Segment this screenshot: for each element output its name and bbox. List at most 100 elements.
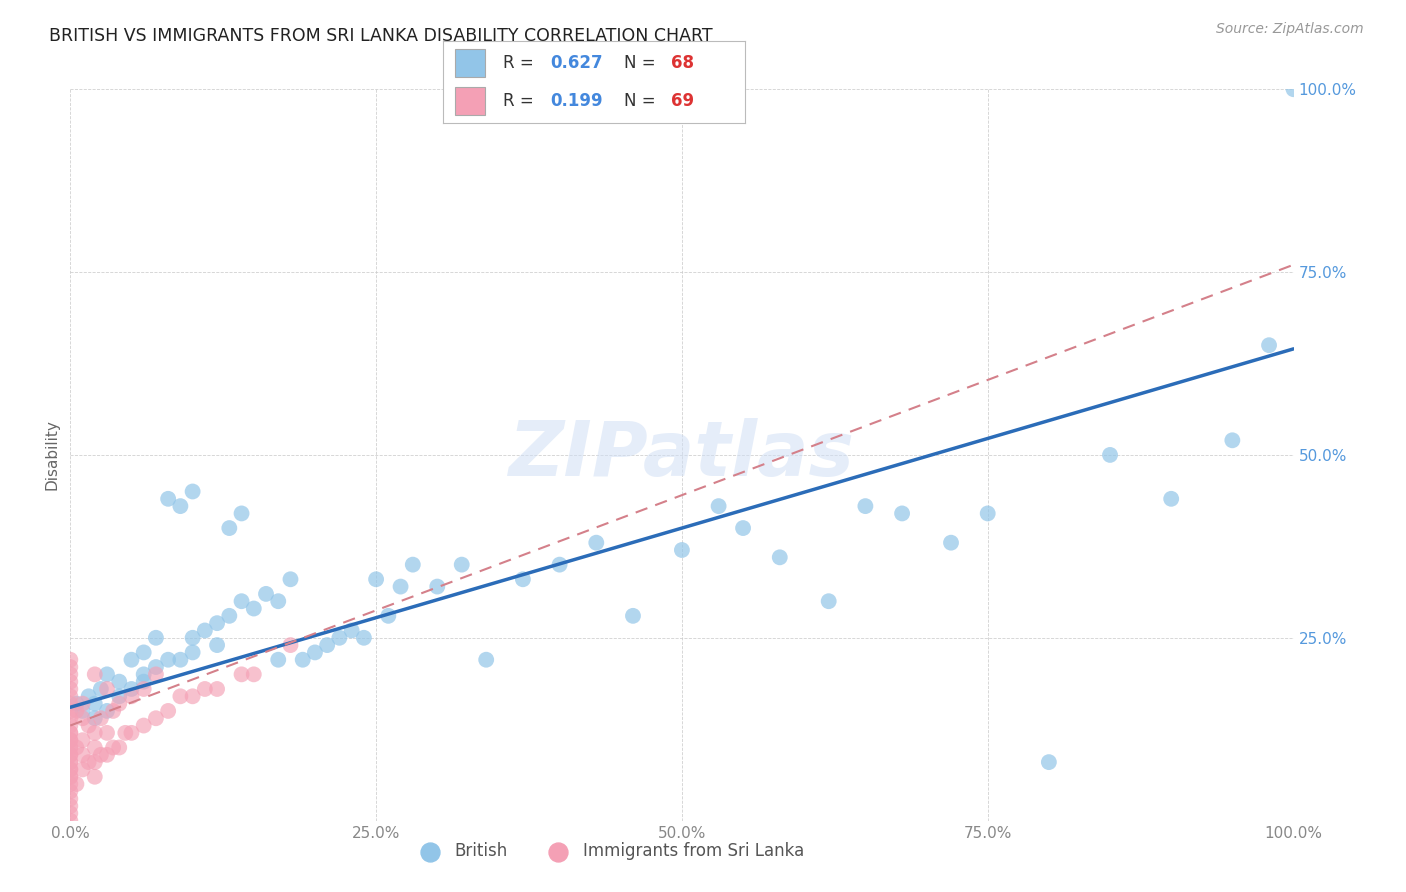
Point xyxy=(90,681,112,696)
Text: 69: 69 xyxy=(671,92,695,110)
Point xyxy=(157,653,180,667)
Point xyxy=(77,690,100,704)
Point xyxy=(90,711,112,725)
Text: 0.627: 0.627 xyxy=(550,54,603,72)
Point xyxy=(157,704,180,718)
Point xyxy=(817,594,839,608)
Point xyxy=(855,499,877,513)
Point xyxy=(231,667,253,681)
Point xyxy=(733,521,755,535)
Point xyxy=(1258,338,1281,352)
Text: N =: N = xyxy=(624,54,661,72)
Point xyxy=(132,674,155,689)
Point xyxy=(132,645,155,659)
Point xyxy=(65,697,87,711)
Point xyxy=(121,681,143,696)
Point xyxy=(59,755,82,769)
Point xyxy=(671,543,693,558)
Point xyxy=(59,667,82,681)
Y-axis label: Disability: Disability xyxy=(44,419,59,491)
Point xyxy=(59,674,82,689)
Point xyxy=(59,726,82,740)
Point xyxy=(169,690,191,704)
Point xyxy=(96,681,118,696)
Point xyxy=(96,704,118,718)
Point xyxy=(1038,755,1060,769)
Point xyxy=(450,558,472,572)
Point xyxy=(59,740,82,755)
Point xyxy=(96,667,118,681)
Point xyxy=(96,747,118,762)
Point xyxy=(59,806,82,821)
Point xyxy=(1099,448,1122,462)
Point xyxy=(59,718,82,732)
Point xyxy=(205,681,228,696)
Point xyxy=(59,784,82,798)
Point xyxy=(59,747,82,762)
Point xyxy=(77,755,100,769)
Point xyxy=(101,704,124,718)
Point xyxy=(59,733,82,747)
Text: ZIPatlas: ZIPatlas xyxy=(509,418,855,491)
Point xyxy=(114,726,136,740)
Point xyxy=(59,770,82,784)
Point xyxy=(59,747,82,762)
Point xyxy=(108,674,131,689)
Point xyxy=(707,499,730,513)
Point xyxy=(96,726,118,740)
Point xyxy=(77,718,100,732)
FancyBboxPatch shape xyxy=(456,87,485,115)
Point xyxy=(340,624,363,638)
Point xyxy=(132,681,155,696)
Point xyxy=(90,747,112,762)
Point xyxy=(108,690,131,704)
Point xyxy=(72,711,94,725)
Point xyxy=(132,718,155,732)
Point xyxy=(254,587,277,601)
Text: Source: ZipAtlas.com: Source: ZipAtlas.com xyxy=(1216,22,1364,37)
Point xyxy=(194,624,217,638)
Point xyxy=(585,535,607,549)
Point xyxy=(205,638,228,652)
Point xyxy=(218,608,240,623)
Point xyxy=(83,711,105,725)
Point xyxy=(243,667,266,681)
Point xyxy=(59,770,82,784)
Point xyxy=(59,697,82,711)
Point xyxy=(377,608,399,623)
Point xyxy=(65,740,87,755)
Text: BRITISH VS IMMIGRANTS FROM SRI LANKA DISABILITY CORRELATION CHART: BRITISH VS IMMIGRANTS FROM SRI LANKA DIS… xyxy=(49,27,713,45)
Point xyxy=(402,558,425,572)
Point xyxy=(353,631,375,645)
Point xyxy=(108,740,131,755)
Point xyxy=(267,594,290,608)
Point xyxy=(83,755,105,769)
Point xyxy=(59,740,82,755)
Point xyxy=(157,491,180,506)
Point xyxy=(59,704,82,718)
Point xyxy=(59,711,82,725)
Point xyxy=(548,558,571,572)
Legend: British, Immigrants from Sri Lanka: British, Immigrants from Sri Lanka xyxy=(406,836,811,867)
Point xyxy=(291,653,314,667)
Point xyxy=(181,484,204,499)
Point xyxy=(621,608,644,623)
Point xyxy=(72,733,94,747)
Point xyxy=(304,645,326,659)
Point xyxy=(280,638,302,652)
Point xyxy=(59,799,82,814)
Point xyxy=(59,660,82,674)
Point xyxy=(65,704,87,718)
Point xyxy=(769,550,792,565)
Point xyxy=(939,535,962,549)
Point xyxy=(218,521,240,535)
Point xyxy=(59,681,82,696)
Point xyxy=(145,711,167,725)
Point xyxy=(59,690,82,704)
Point xyxy=(83,740,105,755)
Point xyxy=(121,653,143,667)
Point xyxy=(59,733,82,747)
Point xyxy=(59,814,82,828)
Point xyxy=(72,697,94,711)
Point xyxy=(83,697,105,711)
